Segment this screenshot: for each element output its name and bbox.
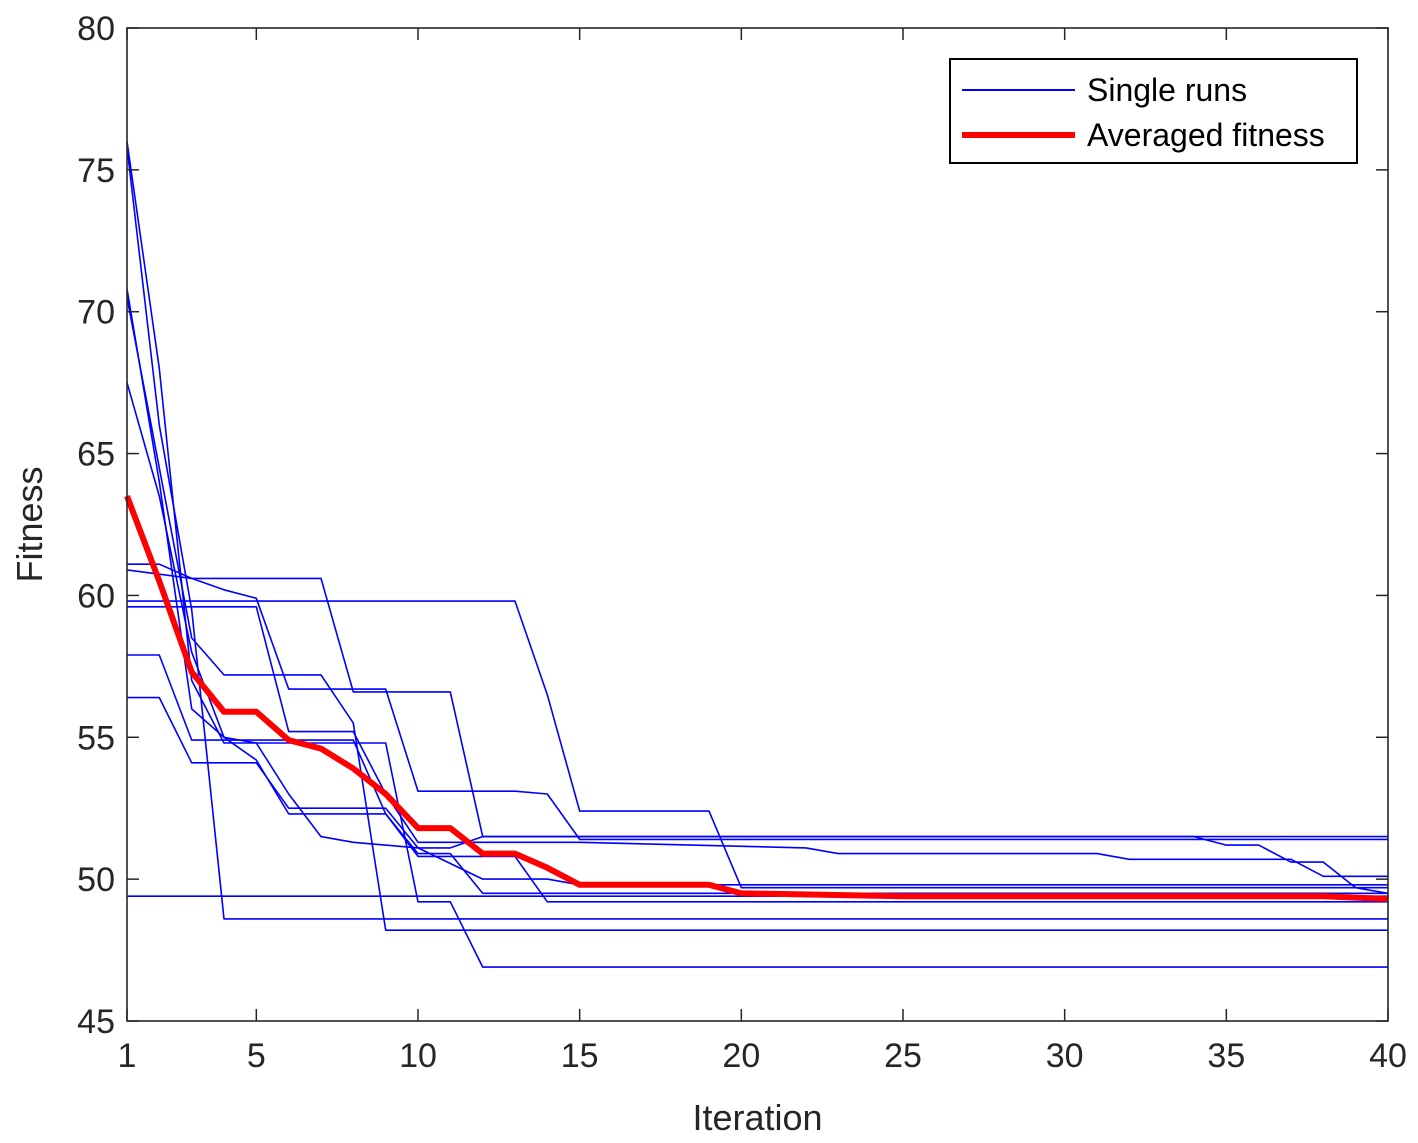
single-run-line-8 bbox=[127, 600, 1388, 889]
legend: Single runs Averaged fitness bbox=[949, 58, 1358, 164]
single-run-line-3 bbox=[126, 288, 1388, 886]
y-tick-label: 70 bbox=[77, 294, 115, 332]
y-tick-label: 50 bbox=[77, 861, 115, 899]
x-tick-label: 35 bbox=[1207, 1037, 1245, 1075]
axes-box bbox=[126, 27, 1389, 1022]
single-run-line-2 bbox=[126, 147, 1388, 920]
x-tick-label: 30 bbox=[1046, 1037, 1084, 1075]
series-layer bbox=[124, 141, 1389, 968]
y-tick-label: 55 bbox=[77, 719, 115, 757]
x-tick-label: 15 bbox=[561, 1037, 599, 1075]
x-tick-label: 20 bbox=[722, 1037, 760, 1075]
y-tick-label: 80 bbox=[77, 10, 115, 48]
single-run-line-9 bbox=[127, 605, 1388, 878]
y-tick-label: 65 bbox=[77, 436, 115, 474]
y-tick-label: 60 bbox=[77, 577, 115, 615]
x-tick-label: 40 bbox=[1369, 1037, 1407, 1075]
y-axis-title: Fitness bbox=[9, 466, 50, 582]
y-tick-label: 75 bbox=[77, 152, 115, 190]
x-tick-label: 5 bbox=[247, 1037, 266, 1075]
x-axis-title: Iteration bbox=[692, 1097, 822, 1138]
single-run-line-5 bbox=[126, 382, 1388, 895]
legend-label-single-runs: Single runs bbox=[1087, 72, 1247, 108]
x-tick-label: 10 bbox=[399, 1037, 437, 1075]
y-tick-label: 45 bbox=[77, 1003, 115, 1041]
x-tick-label: 1 bbox=[118, 1037, 137, 1075]
legend-box bbox=[949, 58, 1358, 164]
single-run-line-1 bbox=[126, 141, 1388, 968]
legend-label-averaged-fitness: Averaged fitness bbox=[1087, 117, 1325, 153]
single-run-line-10 bbox=[127, 654, 1388, 903]
plot-background bbox=[127, 28, 1388, 1021]
x-tick-label: 25 bbox=[884, 1037, 922, 1075]
averaged-fitness-line bbox=[124, 495, 1389, 902]
